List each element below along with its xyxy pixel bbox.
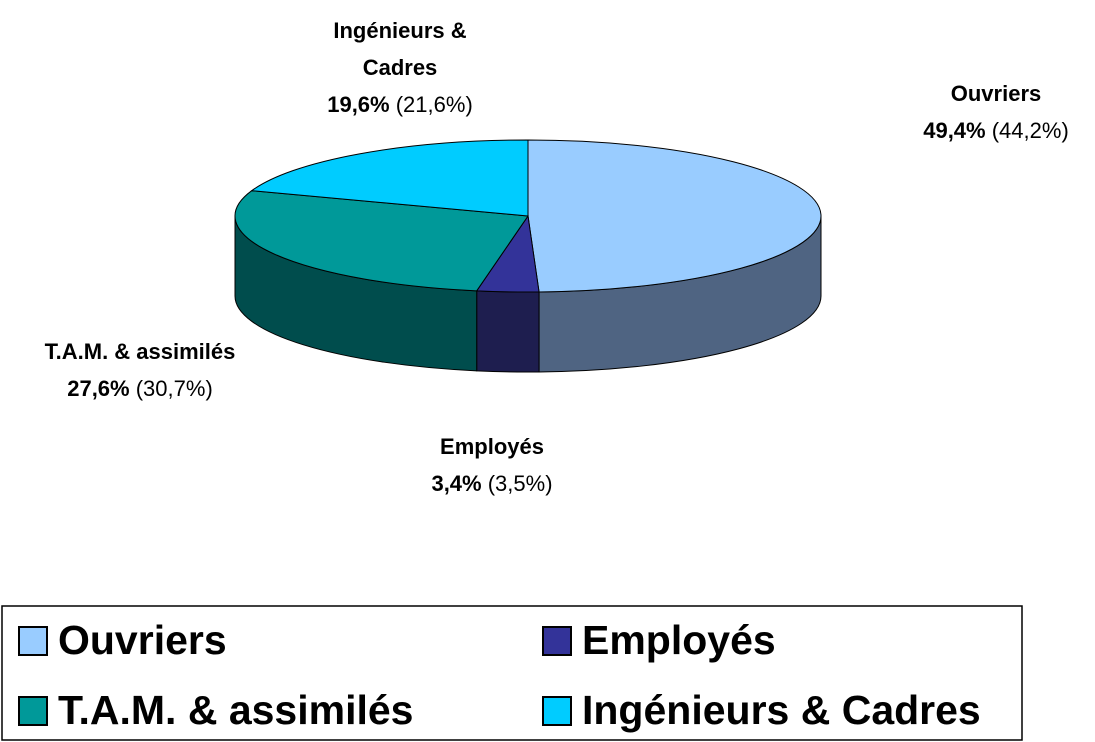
- label-secondary-value: (30,7%): [135, 376, 213, 401]
- legend-swatch: [542, 626, 572, 656]
- label-secondary-value: (3,5%): [487, 471, 553, 496]
- label-value: 27,6%: [67, 376, 130, 401]
- label-name: Employés: [440, 434, 544, 459]
- data-label: Ingénieurs & Cadres 19,6% (21,6%): [315, 12, 485, 123]
- pie-slice: [250, 139, 529, 217]
- pie-slice: [234, 190, 529, 292]
- legend-swatch: [542, 696, 572, 726]
- data-label: Ouvriers 49,4% (44,2%): [886, 75, 1095, 149]
- label-values: 49,4% (44,2%): [886, 112, 1095, 149]
- pie-slice: [527, 139, 822, 293]
- label-name: Ouvriers: [950, 81, 1042, 106]
- label-values: 19,6% (21,6%): [315, 86, 485, 123]
- legend-swatch: [18, 696, 48, 726]
- label-value: 19,6%: [327, 92, 390, 117]
- legend-swatch: [18, 626, 48, 656]
- label-values: 3,4% (3,5%): [382, 465, 602, 502]
- legend-label: Ouvriers: [58, 617, 227, 663]
- label-secondary-value: (44,2%): [991, 118, 1069, 143]
- legend-label: Employés: [582, 617, 776, 663]
- label-value: 49,4%: [923, 118, 986, 143]
- label-name: T.A.M. & assimilés: [44, 339, 236, 364]
- pie-side: [476, 290, 540, 373]
- legend-label: Ingénieurs & Cadres: [582, 687, 981, 733]
- data-label: T.A.M. & assimilés 27,6% (30,7%): [0, 333, 285, 407]
- data-label: Employés 3,4% (3,5%): [382, 428, 602, 502]
- legend-box: [1, 605, 1023, 741]
- label-values: 27,6% (30,7%): [0, 370, 285, 407]
- label-value: 3,4%: [431, 471, 482, 496]
- label-name: Ingénieurs & Cadres: [333, 18, 467, 80]
- legend-label: T.A.M. & assimilés: [58, 687, 414, 733]
- label-secondary-value: (21,6%): [395, 92, 473, 117]
